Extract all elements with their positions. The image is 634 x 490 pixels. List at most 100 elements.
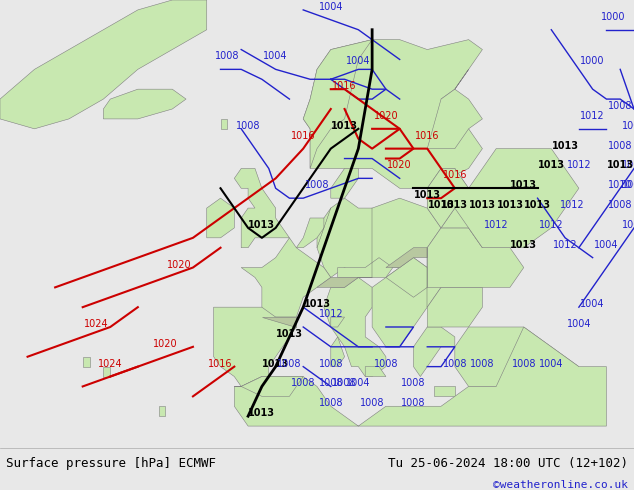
Text: 1016: 1016 <box>209 359 233 368</box>
Text: 1020: 1020 <box>373 111 398 121</box>
Text: 1004: 1004 <box>263 51 288 61</box>
Polygon shape <box>0 0 207 129</box>
Text: 1008: 1008 <box>622 220 634 230</box>
Text: 1012: 1012 <box>580 111 605 121</box>
Text: 1013: 1013 <box>304 299 330 309</box>
Text: 1012: 1012 <box>484 220 508 230</box>
Text: 1013: 1013 <box>331 121 358 131</box>
Polygon shape <box>427 169 469 208</box>
Text: 1004: 1004 <box>346 56 371 67</box>
Text: 1020: 1020 <box>387 160 412 171</box>
Polygon shape <box>331 169 358 198</box>
Polygon shape <box>317 277 372 287</box>
Polygon shape <box>235 327 607 426</box>
Text: 1013: 1013 <box>538 160 565 171</box>
Text: 1012: 1012 <box>539 220 564 230</box>
Text: 1004: 1004 <box>580 299 605 309</box>
Text: 1024: 1024 <box>84 319 109 329</box>
Text: 1016: 1016 <box>332 81 357 91</box>
Text: 1008: 1008 <box>401 398 425 408</box>
Text: 1008: 1008 <box>332 378 357 389</box>
Text: 1024: 1024 <box>98 359 122 368</box>
Polygon shape <box>165 456 179 466</box>
Text: 1013: 1013 <box>262 359 289 368</box>
Text: 1013: 1013 <box>249 220 275 230</box>
Text: ©weatheronline.co.uk: ©weatheronline.co.uk <box>493 480 628 490</box>
Text: 1008: 1008 <box>608 101 633 111</box>
Text: 1008: 1008 <box>236 121 261 131</box>
Polygon shape <box>386 248 427 268</box>
Polygon shape <box>221 119 228 129</box>
Text: 1013: 1013 <box>552 141 579 150</box>
Text: Tu 25-06-2024 18:00 UTC (12+102): Tu 25-06-2024 18:00 UTC (12+102) <box>387 457 628 470</box>
Text: 1008: 1008 <box>470 359 495 368</box>
Text: 1013: 1013 <box>510 240 537 250</box>
Polygon shape <box>427 70 482 148</box>
Text: 1008: 1008 <box>622 180 634 190</box>
Text: 1008: 1008 <box>215 51 240 61</box>
Polygon shape <box>214 307 296 387</box>
Polygon shape <box>427 148 579 248</box>
Text: 1004: 1004 <box>539 359 564 368</box>
Polygon shape <box>386 258 427 297</box>
Polygon shape <box>262 317 296 327</box>
Polygon shape <box>372 258 441 347</box>
Text: 1013: 1013 <box>414 190 441 200</box>
Text: 1012: 1012 <box>318 309 343 319</box>
Text: 1013: 1013 <box>441 200 469 210</box>
Text: 1008: 1008 <box>608 141 633 150</box>
Polygon shape <box>303 40 482 188</box>
Text: 1008: 1008 <box>318 378 343 389</box>
Text: 1008: 1008 <box>622 160 634 171</box>
Polygon shape <box>103 89 186 119</box>
Text: 1008: 1008 <box>360 398 384 408</box>
Polygon shape <box>296 218 324 248</box>
Text: 1008: 1008 <box>622 121 634 131</box>
Text: 1020: 1020 <box>153 339 178 349</box>
Text: 1004: 1004 <box>346 378 371 389</box>
Text: 1013: 1013 <box>249 408 275 418</box>
Polygon shape <box>241 238 331 317</box>
Text: 1008: 1008 <box>401 378 425 389</box>
Text: 1010: 1010 <box>608 180 633 190</box>
Text: 1008: 1008 <box>277 359 302 368</box>
Text: 1000: 1000 <box>580 56 605 67</box>
Polygon shape <box>413 327 455 376</box>
Text: 1016: 1016 <box>291 131 316 141</box>
Text: 1016: 1016 <box>415 131 439 141</box>
Text: 1013: 1013 <box>427 200 455 210</box>
Polygon shape <box>331 317 344 327</box>
Polygon shape <box>324 277 386 376</box>
Polygon shape <box>158 406 165 416</box>
Text: 1008: 1008 <box>318 398 343 408</box>
Text: 1013: 1013 <box>469 200 496 210</box>
Text: 1004: 1004 <box>594 240 619 250</box>
Polygon shape <box>317 198 441 277</box>
Text: 1008: 1008 <box>318 359 343 368</box>
Text: 1004: 1004 <box>567 319 591 329</box>
Text: 1008: 1008 <box>512 359 536 368</box>
Text: 1008: 1008 <box>305 180 329 190</box>
Polygon shape <box>455 327 579 387</box>
Polygon shape <box>427 287 482 327</box>
Text: 1013: 1013 <box>607 160 634 171</box>
Text: 1013: 1013 <box>496 200 524 210</box>
Text: Surface pressure [hPa] ECMWF: Surface pressure [hPa] ECMWF <box>6 457 216 470</box>
Polygon shape <box>207 198 235 238</box>
Polygon shape <box>338 258 393 277</box>
Text: 1013: 1013 <box>524 200 551 210</box>
Text: 1008: 1008 <box>291 378 316 389</box>
Text: 1012: 1012 <box>560 200 585 210</box>
Polygon shape <box>427 228 524 287</box>
Text: 1020: 1020 <box>167 260 191 270</box>
Text: 1013: 1013 <box>276 329 303 339</box>
Polygon shape <box>82 357 89 367</box>
Text: 1008: 1008 <box>443 359 467 368</box>
Polygon shape <box>365 367 386 376</box>
Polygon shape <box>235 376 303 396</box>
Text: 1013: 1013 <box>510 180 537 190</box>
Polygon shape <box>103 367 110 376</box>
Polygon shape <box>441 208 510 248</box>
Text: 1012: 1012 <box>567 160 591 171</box>
Text: 1012: 1012 <box>553 240 578 250</box>
